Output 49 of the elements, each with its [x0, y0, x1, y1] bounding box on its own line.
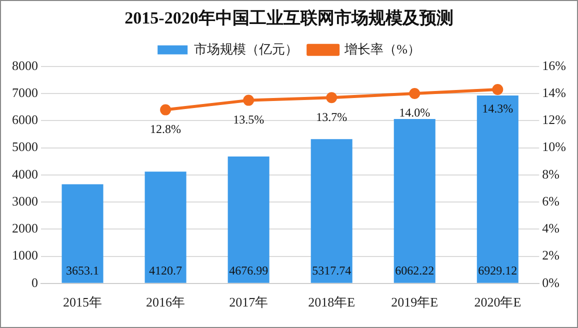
y-tick-label: 7000 [12, 84, 38, 100]
point [160, 104, 172, 116]
bar [310, 139, 352, 283]
data-label: 12.8% [150, 122, 182, 136]
x-tick-label: 2018年E [308, 294, 356, 310]
data-label: 5317.74 [312, 264, 352, 278]
y-tick-label: 4000 [12, 166, 38, 182]
y2-tick-label: 2% [542, 248, 560, 263]
x-tick-label: 2019年E [391, 294, 438, 310]
y-tick-label: 3000 [12, 193, 38, 208]
y2-tick-label: 10% [542, 139, 566, 154]
point [243, 94, 254, 106]
data-label: 13.7% [316, 110, 348, 124]
y2-tick-label: 14% [542, 84, 566, 100]
bar [62, 184, 104, 283]
y2-tick-label: 12% [542, 112, 566, 128]
y-tick-label: 0 [32, 274, 38, 290]
data-label: 14.3% [482, 102, 514, 116]
bar [144, 172, 186, 283]
bar [394, 118, 436, 283]
data-label: 6929.12 [478, 264, 518, 278]
x-tick-label: 2016年 [146, 294, 186, 310]
data-label: 4676.99 [229, 264, 268, 278]
bar [476, 95, 518, 283]
y-tick-label: 8000 [12, 58, 38, 73]
y-tick-label: 5000 [12, 139, 38, 154]
y2-tick-label: 0% [542, 274, 560, 290]
y2-tick-label: 16% [542, 58, 566, 73]
legend-label: 增长率（%） [344, 41, 420, 56]
data-label: 4120.7 [149, 264, 182, 278]
data-label: 6062.22 [395, 264, 434, 278]
data-label: 13.5% [233, 112, 264, 126]
y-tick-label: 2000 [12, 220, 38, 236]
y2-tick-label: 8% [542, 166, 560, 182]
legend-label: 市场规模（亿元） [194, 41, 298, 56]
point [492, 84, 504, 95]
y2-tick-label: 4% [542, 220, 560, 236]
data-label: 14.0% [399, 106, 430, 120]
bar [228, 156, 270, 283]
point [409, 88, 420, 100]
x-tick-label: 2017年 [229, 294, 268, 310]
data-label: 3653.1 [66, 264, 100, 278]
y-tick-label: 1000 [12, 248, 38, 263]
x-tick-label: 2020年E [474, 294, 522, 310]
chart-title: 2015-2020年中国工业互联网市场规模及预测 [124, 8, 454, 28]
y2-tick-label: 6% [542, 193, 560, 208]
point [326, 92, 338, 104]
y-tick-label: 6000 [12, 112, 38, 128]
x-tick-label: 2015年 [63, 294, 102, 310]
